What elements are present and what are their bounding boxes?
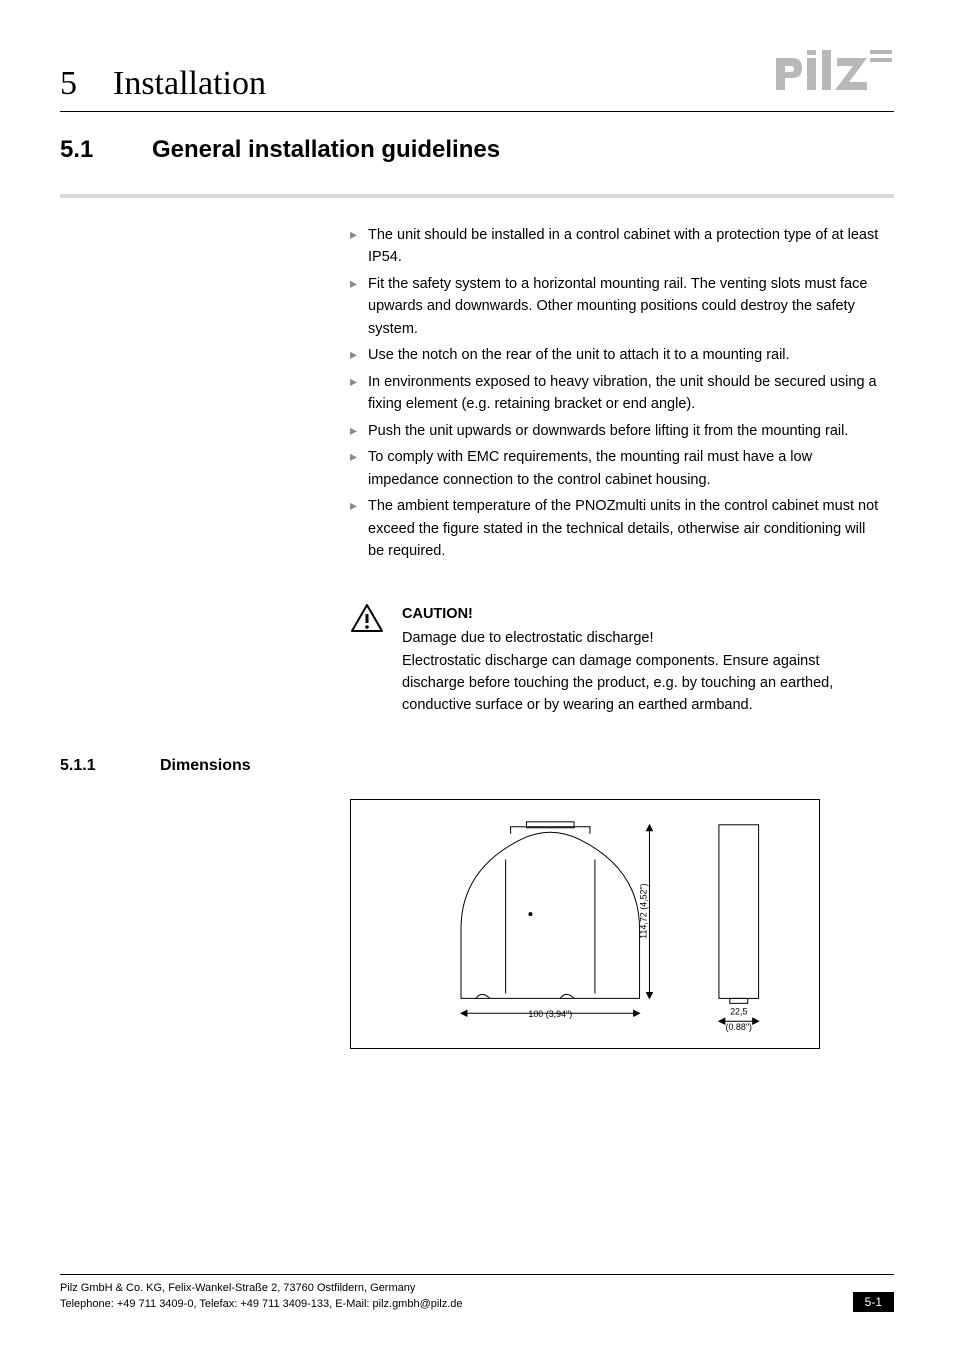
list-item: The ambient temperature of the PNOZmulti… xyxy=(350,495,884,562)
width-unit: (0.88") xyxy=(726,1022,752,1032)
caution-icon xyxy=(350,603,384,717)
list-item: Push the unit upwards or downwards befor… xyxy=(350,420,884,442)
list-item: Fit the safety system to a horizontal mo… xyxy=(350,273,884,340)
footer-line2: Telephone: +49 711 3409-0, Telefax: +49 … xyxy=(60,1297,463,1312)
footer-left: Pilz GmbH & Co. KG, Felix-Wankel-Straße … xyxy=(60,1281,463,1312)
list-item: To comply with EMC requirements, the mou… xyxy=(350,446,884,491)
footer: Pilz GmbH & Co. KG, Felix-Wankel-Straße … xyxy=(60,1274,894,1312)
page: 5 Installation 5.1 General installation … xyxy=(0,0,954,1350)
subsection-title: Dimensions xyxy=(160,757,251,775)
subsection-number: 5.1.1 xyxy=(60,757,130,775)
dimensions-diagram: 100 (3,94") 114,72 (4,52") 22,5 (0.88") xyxy=(350,799,820,1049)
list-item: In environments exposed to heavy vibrati… xyxy=(350,371,884,416)
subsection-header: 5.1.1 Dimensions xyxy=(60,757,894,775)
caution-text: CAUTION! Damage due to electrostatic dis… xyxy=(402,603,884,717)
section-title: General installation guidelines xyxy=(152,136,500,164)
guideline-list: The unit should be installed in a contro… xyxy=(350,224,884,563)
chapter-left: 5 Installation xyxy=(60,65,266,103)
section-number: 5.1 xyxy=(60,136,116,164)
depth-label: 100 (3,94") xyxy=(528,1009,572,1019)
list-item: Use the notch on the rear of the unit to… xyxy=(350,344,884,366)
caution-line1: Damage due to electrostatic discharge! xyxy=(402,627,884,649)
pilz-logo-icon xyxy=(774,50,894,94)
height-label: 114,72 (4,52") xyxy=(639,883,649,939)
divider xyxy=(60,194,894,198)
caution-heading: CAUTION! xyxy=(402,603,884,625)
width-value: 22,5 xyxy=(730,1006,747,1016)
caution-block: CAUTION! Damage due to electrostatic dis… xyxy=(350,603,884,717)
chapter-number: 5 xyxy=(60,65,77,103)
logo xyxy=(774,50,894,99)
footer-line1: Pilz GmbH & Co. KG, Felix-Wankel-Straße … xyxy=(60,1281,463,1296)
page-number: 5-1 xyxy=(853,1292,894,1312)
chapter-header: 5 Installation xyxy=(60,50,894,112)
section-header: 5.1 General installation guidelines xyxy=(60,136,894,164)
list-item: The unit should be installed in a contro… xyxy=(350,224,884,269)
caution-body: Electrostatic discharge can damage compo… xyxy=(402,650,884,717)
chapter-title: Installation xyxy=(113,65,266,103)
body-column: The unit should be installed in a contro… xyxy=(350,224,884,717)
